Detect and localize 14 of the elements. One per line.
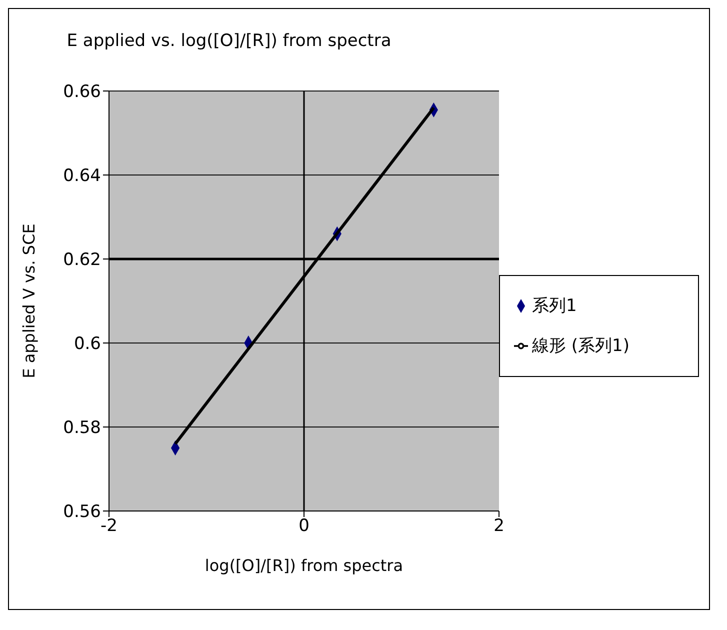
y-tick-label: 0.66: [63, 82, 101, 102]
x-tick-label: 2: [494, 516, 504, 536]
y-tick-label: 0.62: [63, 250, 101, 270]
legend-label: 系列1: [532, 296, 577, 316]
y-tick-label: 0.6: [74, 334, 101, 354]
chart-title: E applied vs. log([O]/[R]) from spectra: [66, 31, 392, 51]
y-tick-label: 0.64: [63, 166, 101, 186]
x-tick-label: 0: [298, 516, 310, 536]
x-tick-label: -2: [100, 516, 118, 536]
x-axis-title: log([O]/[R]) from spectra: [204, 556, 404, 575]
legend-label: 線形 (系列1): [532, 336, 630, 356]
y-axis-title: E applied V vs. SCE: [20, 224, 39, 378]
y-tick-label: 0.56: [63, 502, 101, 522]
y-tick-label: 0.58: [63, 418, 101, 438]
